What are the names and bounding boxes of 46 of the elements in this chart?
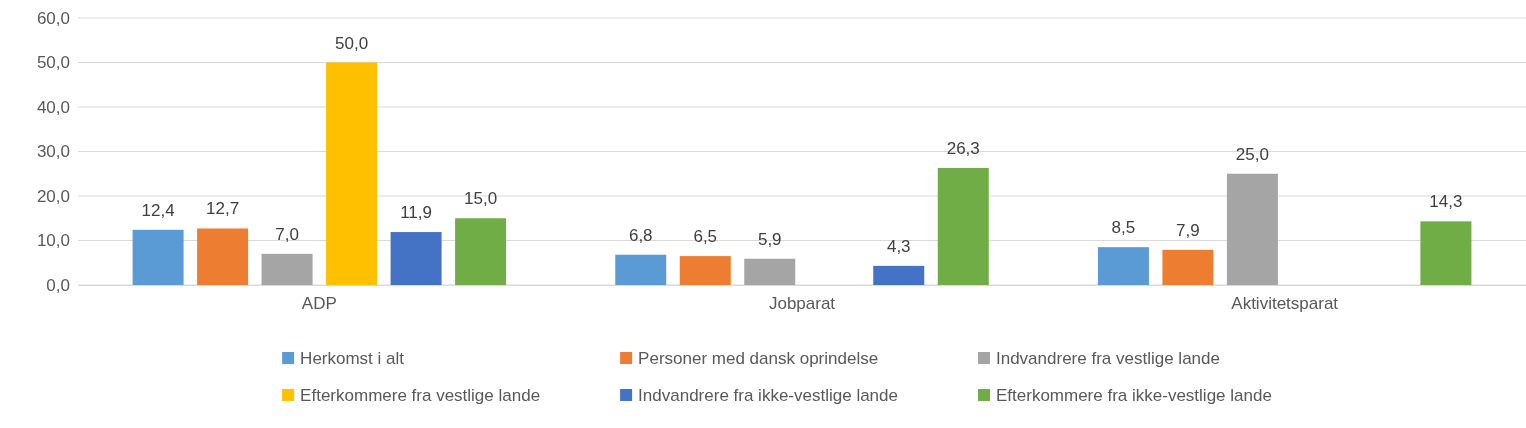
x-tick-label: ADP	[301, 294, 337, 314]
bar	[326, 62, 378, 285]
y-tick-label: 30,0	[36, 142, 70, 162]
y-tick-label: 60,0	[36, 8, 70, 28]
data-label: 12,7	[206, 199, 240, 219]
data-label: 12,4	[141, 200, 175, 220]
bar	[615, 254, 667, 285]
bar	[1420, 221, 1472, 285]
bar	[873, 265, 925, 285]
legend-label: Efterkommere fra ikke-vestlige lande	[995, 385, 1272, 405]
bar	[937, 167, 989, 285]
legend-label: Indvandrere fra vestlige lande	[995, 348, 1220, 368]
data-label: 50,0	[335, 33, 369, 53]
data-label: 11,9	[400, 203, 432, 223]
bar	[132, 229, 184, 285]
data-label: 6,5	[693, 227, 718, 247]
bar	[1162, 249, 1214, 285]
data-label: 7,9	[1176, 220, 1200, 240]
y-tick-label: 20,0	[36, 186, 70, 206]
bar	[1226, 173, 1278, 285]
data-label: 7,0	[275, 224, 299, 244]
legend-label: Efterkommere fra vestlige lande	[300, 385, 541, 405]
data-label: 14,3	[1429, 192, 1463, 212]
data-label: 25,0	[1235, 144, 1269, 164]
data-label: 5,9	[757, 229, 782, 249]
bar	[744, 258, 796, 285]
bar	[261, 253, 313, 285]
bar	[197, 228, 249, 285]
bar	[390, 232, 442, 285]
data-label: 8,5	[1111, 218, 1136, 238]
bar	[679, 256, 731, 285]
x-tick-label: Aktivitetsparat	[1231, 294, 1339, 314]
bar	[1097, 247, 1149, 285]
y-tick-label: 50,0	[36, 53, 70, 73]
y-tick-label: 40,0	[36, 97, 70, 117]
legend-label: Personer med dansk oprindelse	[638, 348, 879, 368]
data-label: 6,8	[628, 225, 653, 245]
bar	[455, 218, 507, 285]
data-label: 4,3	[886, 236, 911, 256]
data-label: 15,0	[464, 189, 498, 209]
legend-label: Herkomst i alt	[300, 348, 405, 368]
y-tick-label: 10,0	[36, 231, 70, 251]
y-tick-label: 0,0	[46, 275, 70, 295]
data-label: 26,3	[946, 138, 980, 158]
legend-label: Indvandrere fra ikke-vestlige lande	[638, 385, 898, 405]
x-tick-label: Jobparat	[768, 294, 836, 314]
